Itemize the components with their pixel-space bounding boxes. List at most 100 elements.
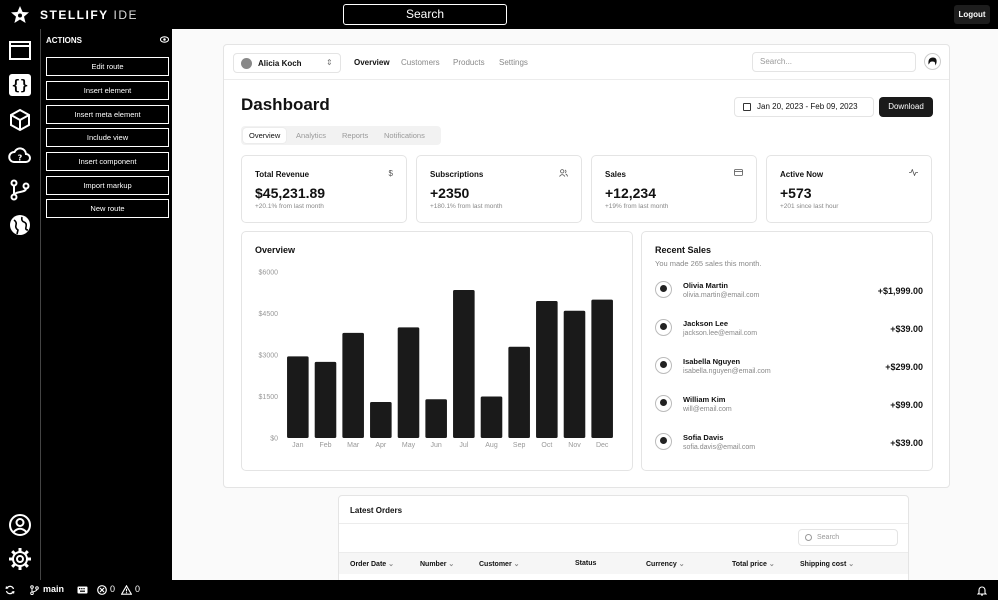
- column-status[interactable]: Status: [575, 560, 597, 567]
- stat-card-subscriptions: Subscriptions +2350 +180.1% from last mo…: [416, 155, 582, 223]
- orders-divider: [339, 523, 908, 524]
- activity-icon: [909, 169, 918, 176]
- sync-icon[interactable]: [5, 585, 15, 595]
- customer-avatar: [655, 281, 672, 298]
- recent-sales-subtitle: You made 265 sales this month.: [655, 259, 762, 268]
- eye-toggle-icon[interactable]: [160, 35, 169, 44]
- tab-analytics[interactable]: Analytics: [296, 131, 327, 140]
- customer-name: Olivia Martin: [683, 281, 729, 290]
- customer-name: William Kim: [683, 395, 726, 404]
- column-shipping-cost[interactable]: Shipping cost ⌄: [800, 561, 855, 568]
- cube-icon[interactable]: [8, 108, 32, 132]
- account-icon[interactable]: [8, 513, 32, 537]
- keyboard-icon: [77, 586, 88, 594]
- column-currency[interactable]: Currency ⌄: [646, 561, 685, 568]
- x-tick-label: Jan: [292, 442, 303, 449]
- sale-amount: +$299.00: [885, 362, 923, 372]
- warning-icon[interactable]: [121, 585, 132, 595]
- bar-jan: [287, 356, 309, 438]
- x-tick-label: Mar: [347, 442, 360, 449]
- app-brand: STELLIFY IDE: [40, 8, 139, 22]
- header-divider: [224, 79, 949, 80]
- bar-sep: [508, 346, 530, 438]
- column-order-date[interactable]: Order Date ⌄: [350, 561, 395, 568]
- stat-change: +201 since last hour: [780, 203, 839, 210]
- customer-avatar: [655, 319, 672, 336]
- edit-route-button[interactable]: Edit route: [46, 57, 169, 76]
- sale-row: Jackson Lee jackson.lee@email.com +$39.0…: [655, 314, 923, 344]
- tab-reports[interactable]: Reports: [342, 131, 369, 140]
- sale-amount: +$39.00: [890, 324, 923, 334]
- top-bar: STELLIFY IDE Search Logout: [0, 0, 998, 29]
- x-tick-label: Jun: [431, 442, 442, 449]
- customer-avatar: [655, 395, 672, 412]
- orders-search-input[interactable]: Search: [798, 529, 898, 546]
- bar-aug: [480, 396, 503, 438]
- column-total-price[interactable]: Total price ⌄: [732, 561, 775, 568]
- insert-meta-element-button[interactable]: Insert meta element: [46, 105, 169, 124]
- column-number[interactable]: Number ⌄: [420, 561, 455, 568]
- stat-label: Active Now: [780, 170, 824, 179]
- team-switcher[interactable]: Alicia Koch ⇕: [233, 53, 341, 73]
- customer-email: isabella.nguyen@email.com: [683, 368, 771, 375]
- overview-chart-card: Overview $0 $1500 $3000 $4500 $6000 Jan Feb Mar…: [241, 231, 633, 471]
- column-customer[interactable]: Customer ⌄: [479, 561, 520, 568]
- dashboard-search-input[interactable]: Search...: [752, 52, 916, 72]
- stat-card-total-revenue: Total Revenue $ $45,231.89 +20.1% from l…: [241, 155, 407, 223]
- global-search-button[interactable]: Search: [343, 4, 507, 25]
- tab-notifications[interactable]: Notifications: [384, 131, 425, 140]
- new-route-button[interactable]: New route: [46, 199, 169, 218]
- insert-component-button[interactable]: Insert component: [46, 152, 169, 171]
- stat-change: +20.1% from last month: [255, 203, 324, 210]
- nav-customers[interactable]: Customers: [401, 58, 440, 67]
- git-branch-icon[interactable]: [8, 178, 32, 202]
- customer-name: Sofia Davis: [683, 433, 724, 442]
- branch-name[interactable]: main: [43, 584, 65, 594]
- nav-products[interactable]: Products: [453, 58, 485, 67]
- nav-overview[interactable]: Overview: [354, 58, 390, 67]
- chevron-up-down-icon: ⇕: [326, 58, 333, 67]
- settings-gear-icon[interactable]: [8, 547, 32, 571]
- window-icon[interactable]: [8, 39, 32, 63]
- import-markup-button[interactable]: Import markup: [46, 176, 169, 195]
- stat-label: Sales: [605, 170, 626, 179]
- bar-feb: [314, 361, 337, 438]
- actions-header: ACTIONS: [46, 36, 82, 45]
- activity-rail: {} ?: [0, 29, 40, 580]
- warning-count: 0: [135, 584, 141, 594]
- tab-overview[interactable]: Overview: [243, 128, 287, 143]
- latest-orders-title: Latest Orders: [350, 506, 403, 515]
- globe-icon[interactable]: [8, 213, 32, 237]
- users-icon: [559, 169, 568, 177]
- bar-jun: [425, 399, 447, 438]
- download-button[interactable]: Download: [879, 97, 933, 117]
- date-range-picker[interactable]: Jan 20, 2023 - Feb 09, 2023: [734, 97, 874, 117]
- sale-row: Isabella Nguyen isabella.nguyen@email.co…: [655, 352, 923, 382]
- sale-amount: +$99.00: [890, 400, 923, 410]
- y-tick-label: $1500: [259, 394, 279, 401]
- code-braces-icon[interactable]: {}: [8, 73, 32, 97]
- stat-card-active-now: Active Now +573 +201 since last hour: [766, 155, 932, 223]
- error-icon[interactable]: [97, 585, 107, 595]
- latest-orders-card: Latest Orders Search Order Date ⌄ Number…: [338, 495, 909, 585]
- sale-row: Sofia Davis sofia.davis@email.com +$39.0…: [655, 428, 923, 458]
- orders-table-header: Order Date ⌄ Number ⌄ Customer ⌄ Status …: [339, 552, 908, 574]
- star-logo-icon: [11, 6, 29, 23]
- insert-element-button[interactable]: Insert element: [46, 81, 169, 100]
- x-tick-label: Dec: [596, 442, 609, 449]
- logout-button[interactable]: Logout: [954, 5, 990, 24]
- dashboard-card: Alicia Koch ⇕ Overview Customers Product…: [223, 44, 950, 488]
- nav-settings[interactable]: Settings: [499, 58, 528, 67]
- bell-icon[interactable]: [977, 585, 987, 596]
- date-range-text: Jan 20, 2023 - Feb 09, 2023: [757, 102, 858, 111]
- x-tick-label: Feb: [319, 442, 331, 449]
- cloud-help-icon[interactable]: ?: [8, 143, 32, 167]
- x-tick-label: Nov: [568, 442, 581, 449]
- credit-card-icon: [734, 169, 743, 176]
- stat-card-sales: Sales +12,234 +19% from last month: [591, 155, 757, 223]
- x-tick-label: Apr: [375, 442, 387, 449]
- sale-amount: +$1,999.00: [877, 286, 923, 296]
- profile-avatar[interactable]: [924, 53, 941, 70]
- bar-nov: [563, 310, 586, 438]
- include-view-button[interactable]: Include view: [46, 128, 169, 147]
